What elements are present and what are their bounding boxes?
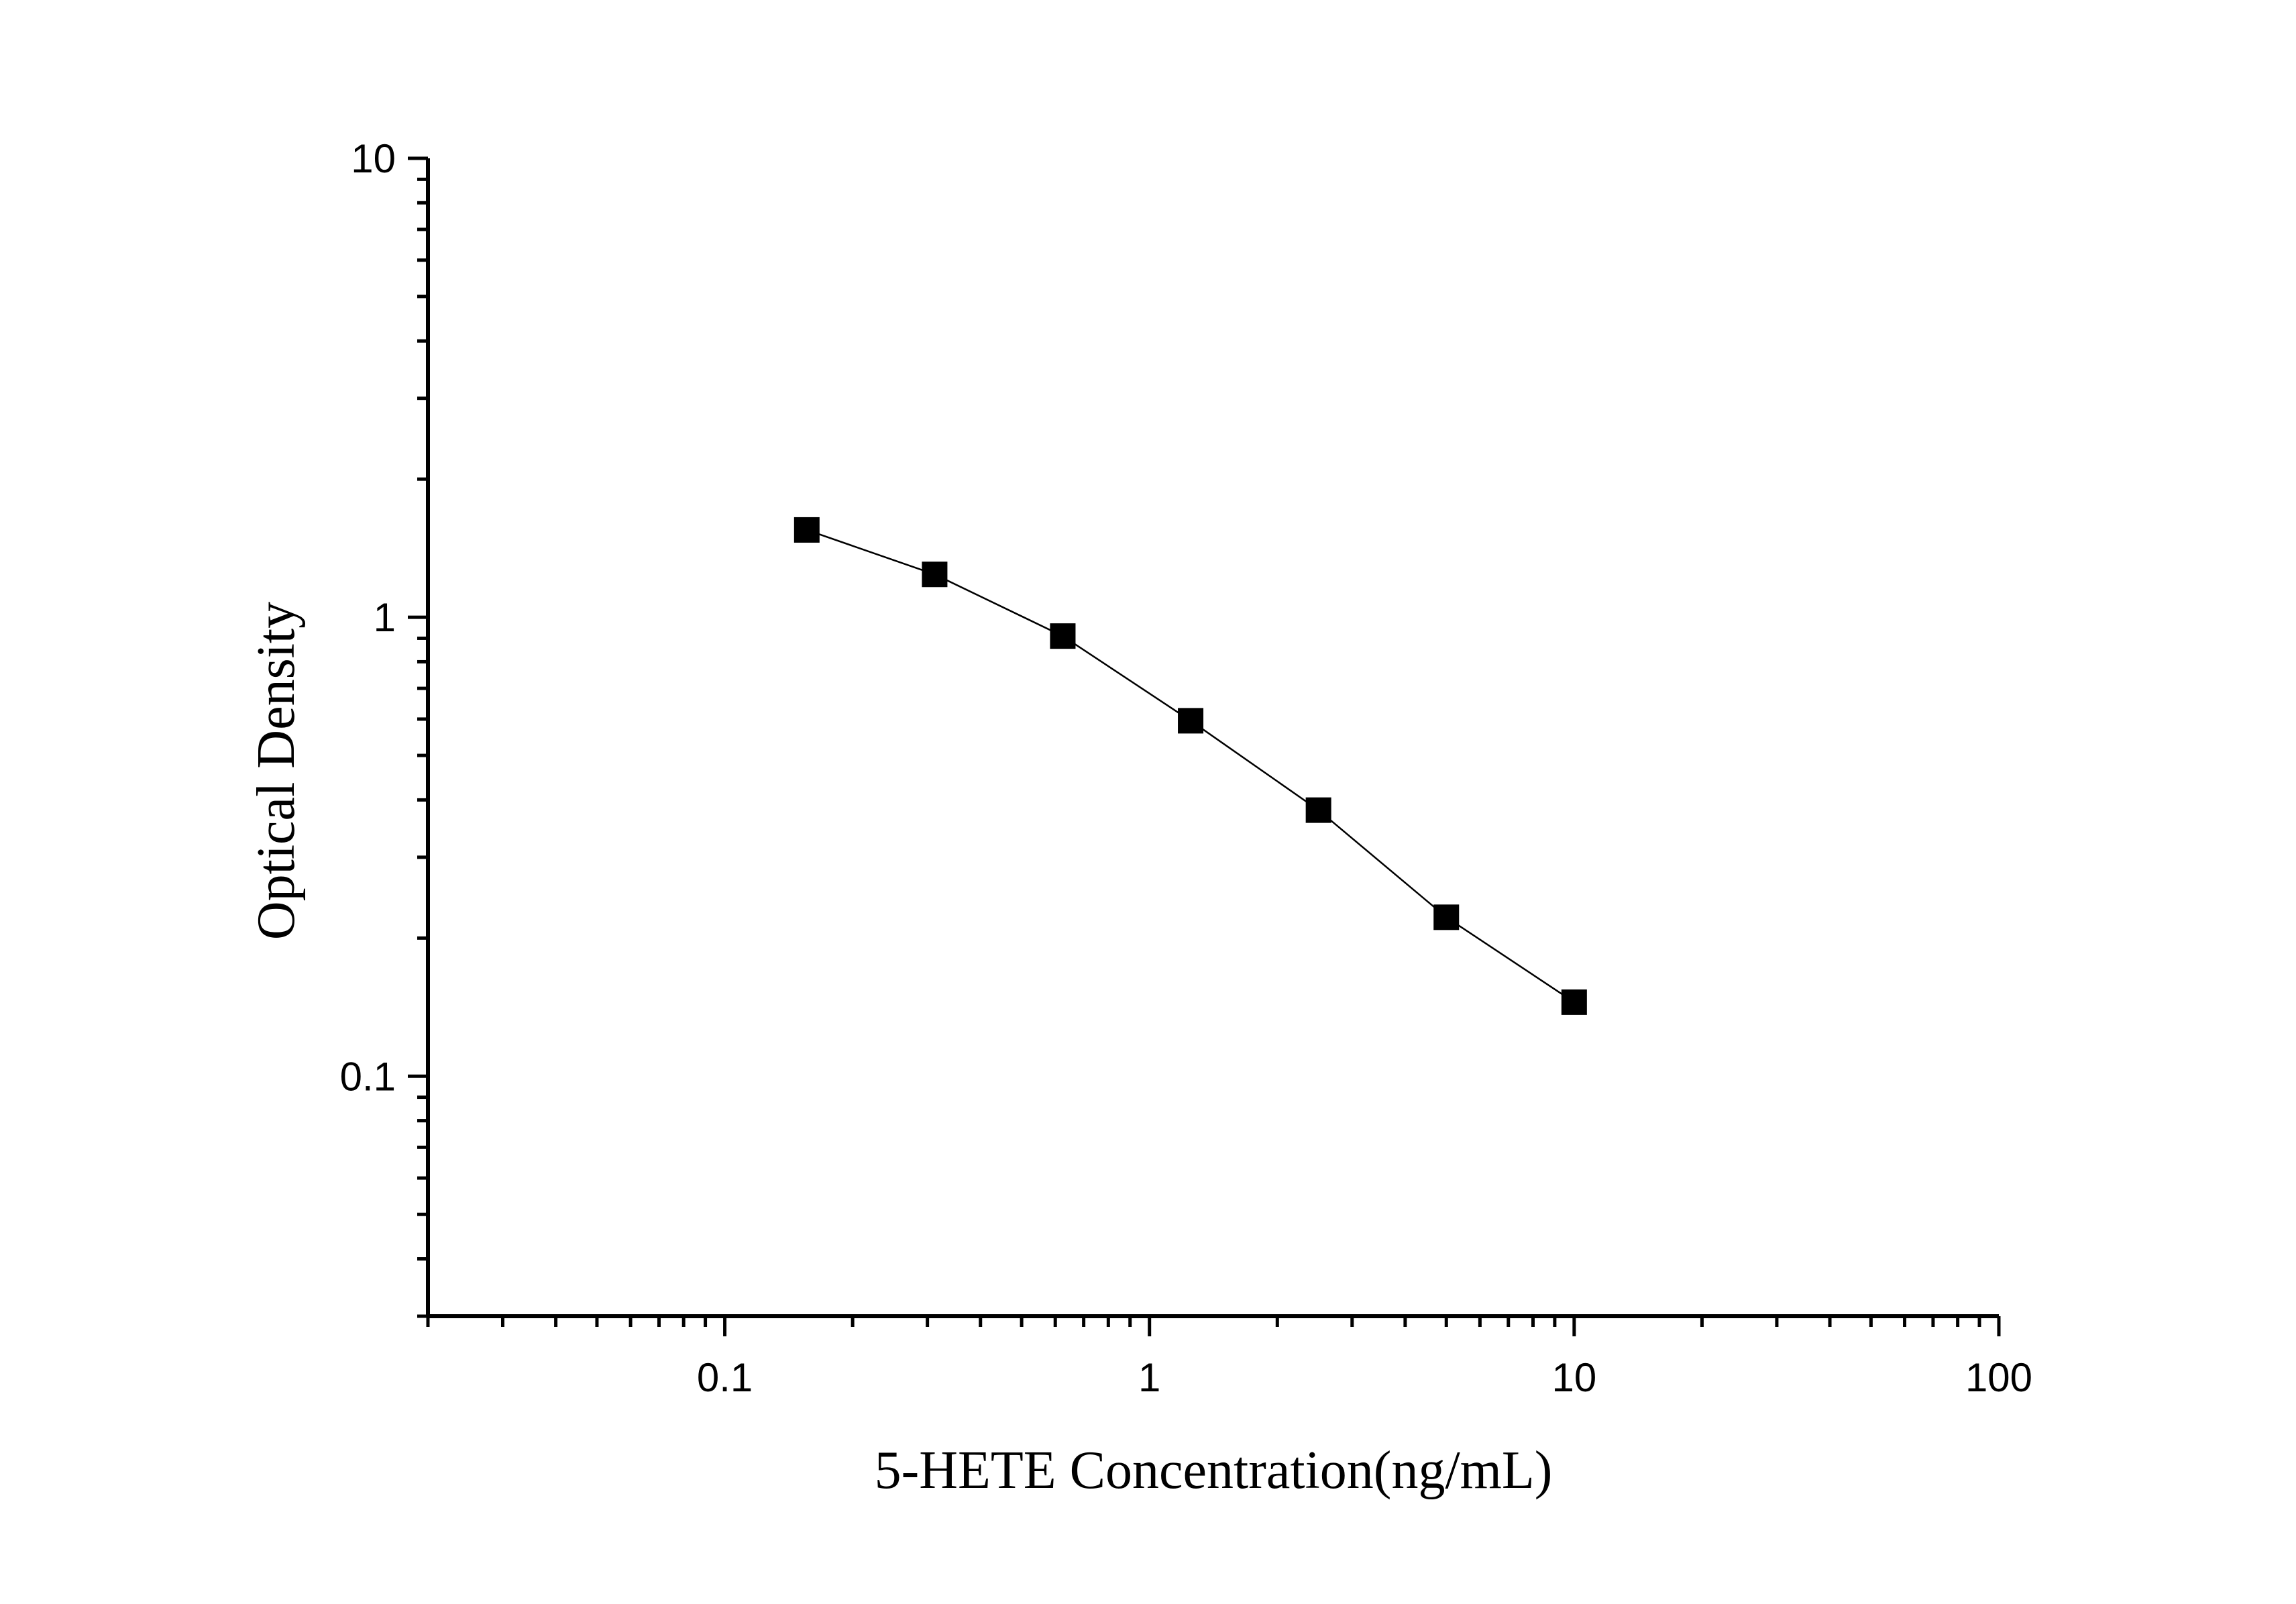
data-point [1050, 623, 1076, 649]
y-tick-labels: 0.1 1 10 [340, 136, 396, 1099]
x-tick-labels: 0.1 1 10 100 [697, 1355, 2032, 1400]
data-point [1561, 989, 1587, 1015]
y-axis-label: Optical Density [247, 602, 306, 940]
x-tick-label: 0.1 [697, 1355, 753, 1400]
x-axis-label: 5-HETE Concentration(ng/mL) [875, 1441, 1553, 1500]
y-tick-label: 0.1 [340, 1054, 396, 1099]
data-point [1305, 797, 1331, 823]
data-point [1178, 708, 1204, 734]
data-point [922, 562, 948, 588]
y-tick-label: 10 [351, 136, 396, 181]
y-tick-label: 1 [374, 595, 396, 640]
major-ticks [408, 156, 2001, 1336]
series-line [806, 529, 1575, 1003]
data-point [794, 517, 820, 543]
data-markers [794, 517, 1587, 1015]
data-point [1433, 904, 1460, 930]
x-tick-label: 1 [1138, 1355, 1160, 1400]
x-tick-label: 10 [1551, 1355, 1596, 1400]
minor-ticks [417, 177, 1981, 1327]
x-tick-label: 100 [1965, 1355, 2032, 1400]
